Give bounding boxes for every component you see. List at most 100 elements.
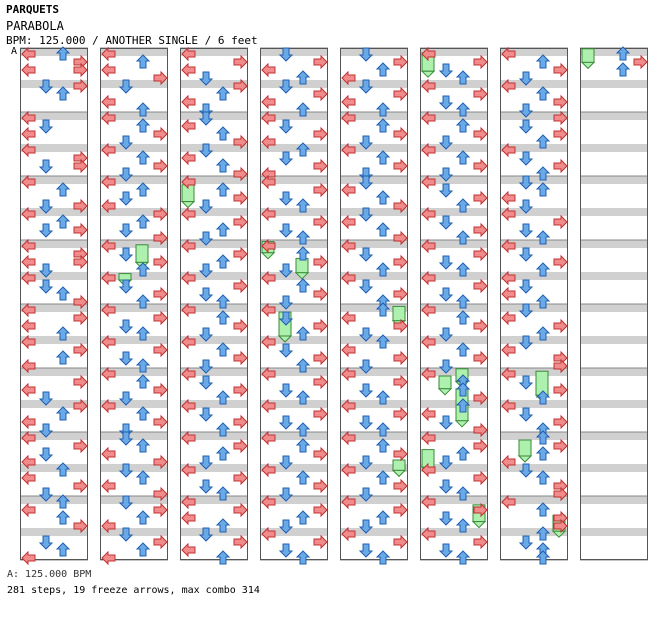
left-arrow <box>261 270 276 286</box>
up-arrow <box>135 54 151 69</box>
beat-stripe <box>101 80 167 88</box>
right-arrow <box>553 318 568 334</box>
beat-stripe <box>341 272 407 280</box>
right-arrow <box>313 254 328 270</box>
up-arrow <box>535 230 551 245</box>
left-arrow <box>341 182 356 198</box>
beat-stripe <box>581 528 647 536</box>
game-title: PARQUETS <box>6 3 59 16</box>
up-arrow <box>215 518 231 533</box>
chart-column <box>100 48 168 560</box>
beat-stripe <box>101 496 167 504</box>
beat-stripe <box>501 48 567 56</box>
beat-stripe <box>181 368 247 376</box>
freeze-tail <box>420 70 436 78</box>
down-arrow <box>278 191 294 206</box>
up-arrow <box>455 550 471 565</box>
up-arrow <box>295 470 311 485</box>
down-arrow <box>358 543 374 558</box>
beat-stripe <box>261 272 327 280</box>
beat-stripe <box>421 304 487 312</box>
right-arrow <box>153 534 168 550</box>
beat-stripe <box>101 304 167 312</box>
up-arrow <box>455 446 471 461</box>
right-arrow <box>153 502 168 518</box>
up-arrow <box>135 542 151 557</box>
left-arrow <box>101 334 116 350</box>
beat-stripe <box>341 496 407 504</box>
up-arrow <box>455 518 471 533</box>
down-arrow <box>198 327 214 342</box>
freeze-tail <box>260 252 276 260</box>
left-arrow <box>341 238 356 254</box>
right-arrow <box>233 166 248 182</box>
beat-stripe <box>181 176 247 184</box>
right-arrow <box>153 382 168 398</box>
left-arrow <box>341 462 356 478</box>
up-arrow <box>455 342 471 357</box>
footer-stats: 281 steps, 19 freeze arrows, max combo 3… <box>7 585 260 596</box>
right-arrow <box>553 382 568 398</box>
left-arrow <box>101 142 116 158</box>
freeze-tail <box>551 530 567 538</box>
right-arrow <box>73 342 88 358</box>
down-arrow <box>438 479 454 494</box>
up-arrow <box>455 230 471 245</box>
right-arrow <box>313 54 328 70</box>
up-arrow <box>455 262 471 277</box>
up-arrow <box>535 430 551 445</box>
left-arrow <box>421 110 436 126</box>
left-arrow <box>421 494 436 510</box>
up-arrow <box>55 326 71 341</box>
down-arrow <box>518 279 534 294</box>
beat-stripe <box>101 112 167 120</box>
beat-stripe <box>261 368 327 376</box>
left-arrow <box>261 462 276 478</box>
down-arrow <box>438 359 454 374</box>
beat-stripe <box>21 112 87 120</box>
beat-stripe <box>341 208 407 216</box>
right-arrow <box>73 518 88 534</box>
down-arrow <box>358 247 374 262</box>
beat-stripe <box>421 144 487 152</box>
beat-stripe <box>501 176 567 184</box>
left-arrow <box>21 550 36 566</box>
down-arrow <box>118 223 134 238</box>
down-arrow <box>358 455 374 470</box>
up-arrow <box>135 294 151 309</box>
up-arrow <box>535 262 551 277</box>
left-arrow <box>341 214 356 230</box>
beat-stripe <box>21 496 87 504</box>
down-arrow <box>518 303 534 318</box>
left-arrow <box>101 110 116 126</box>
down-arrow <box>358 279 374 294</box>
left-arrow <box>501 206 516 222</box>
up-arrow <box>135 182 151 197</box>
left-arrow <box>261 94 276 110</box>
up-arrow <box>455 382 471 397</box>
beat-stripe <box>581 400 647 408</box>
beat-stripe <box>101 272 167 280</box>
up-arrow <box>535 326 551 341</box>
down-arrow <box>278 79 294 94</box>
right-arrow <box>553 62 568 78</box>
beat-stripe <box>581 208 647 216</box>
right-arrow <box>393 230 408 246</box>
up-arrow <box>295 422 311 437</box>
right-arrow <box>553 438 568 454</box>
right-arrow <box>393 126 408 142</box>
right-arrow <box>313 534 328 550</box>
down-arrow <box>118 79 134 94</box>
down-arrow <box>518 199 534 214</box>
up-arrow <box>535 526 551 541</box>
up-arrow <box>55 462 71 477</box>
left-arrow <box>21 454 36 470</box>
beat-stripe <box>21 464 87 472</box>
down-arrow <box>38 159 54 174</box>
right-arrow <box>153 342 168 358</box>
left-arrow <box>501 342 516 358</box>
right-arrow <box>473 390 488 406</box>
up-arrow <box>535 502 551 517</box>
down-arrow <box>438 511 454 526</box>
up-arrow <box>135 118 151 133</box>
